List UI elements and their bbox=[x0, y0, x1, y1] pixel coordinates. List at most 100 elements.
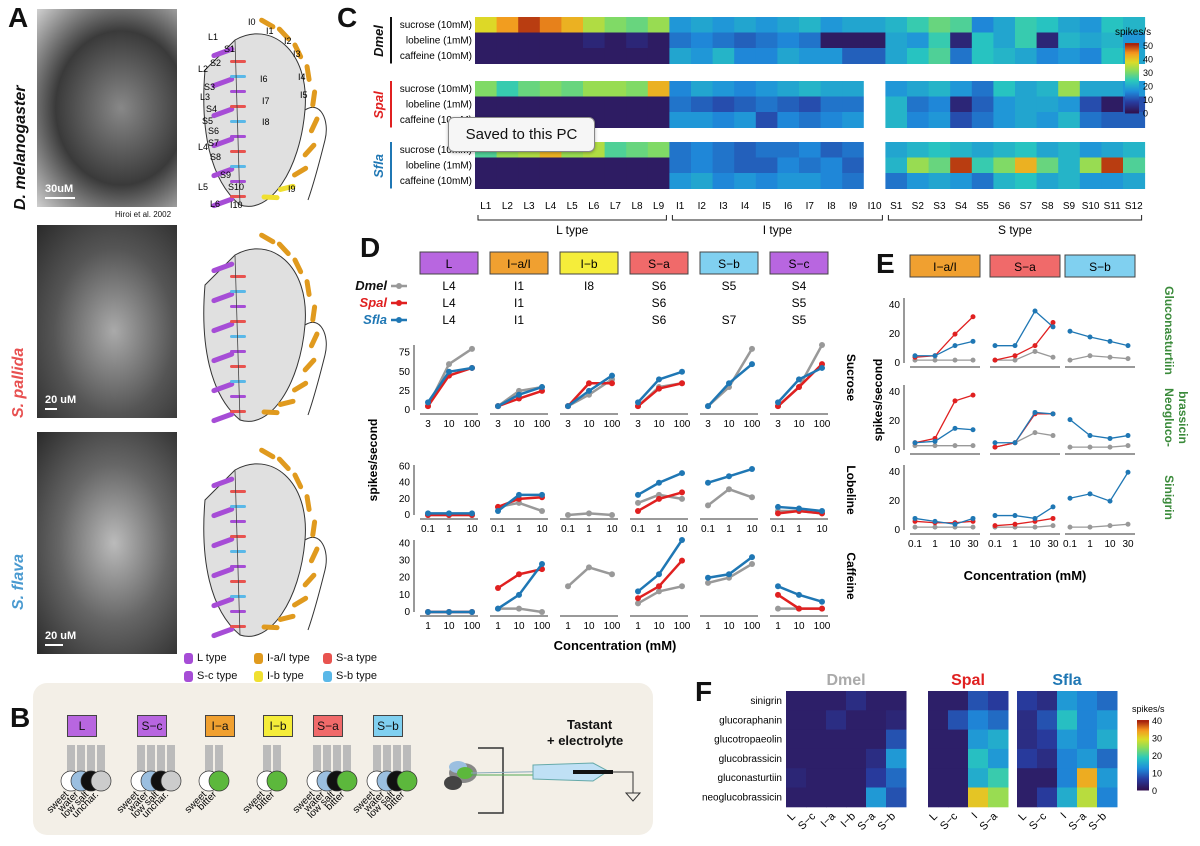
sensillum-l bbox=[211, 291, 235, 304]
e-point bbox=[1087, 334, 1093, 340]
f-cell bbox=[1057, 710, 1078, 731]
neuron bbox=[266, 770, 288, 792]
e-point bbox=[932, 518, 938, 524]
colorbar-seg bbox=[1125, 51, 1139, 54]
d-xtick: 0.1 bbox=[631, 524, 645, 535]
heatmap-cell bbox=[669, 96, 692, 113]
d-point bbox=[679, 368, 685, 375]
f-colorbar-tick: 30 bbox=[1152, 734, 1162, 744]
d-point bbox=[425, 609, 431, 615]
f-colorbar-seg bbox=[1137, 784, 1149, 787]
sensillum-l bbox=[211, 596, 235, 609]
panel-label-a: A bbox=[8, 2, 29, 33]
sensillum-i bbox=[276, 456, 291, 472]
e-point bbox=[1032, 308, 1038, 314]
f-cell bbox=[886, 787, 907, 808]
colorbar-seg bbox=[1125, 87, 1139, 90]
d-xtick: 10 bbox=[466, 524, 478, 535]
sensillum-l bbox=[211, 351, 235, 364]
legend-sb-type: S-b type bbox=[323, 670, 377, 682]
heatmap-cell bbox=[950, 173, 973, 189]
e-point bbox=[992, 440, 998, 446]
scalebar-spal: 20 uM bbox=[45, 394, 77, 406]
d-point bbox=[679, 557, 685, 564]
d-xtick: 1 bbox=[586, 524, 592, 535]
f-cell bbox=[1017, 691, 1038, 711]
d-point bbox=[819, 507, 825, 514]
e-point bbox=[912, 353, 918, 359]
d-point bbox=[679, 489, 685, 496]
e-xtick: 0.1 bbox=[1063, 539, 1077, 550]
colorbar-seg bbox=[1125, 85, 1139, 88]
heatmap-cell bbox=[734, 96, 757, 113]
e-point bbox=[912, 515, 918, 521]
sensillum-i bbox=[261, 409, 280, 416]
legend-sc-type: S-c type bbox=[184, 670, 237, 682]
sensillum-i bbox=[277, 398, 296, 407]
heatmap-cell bbox=[1015, 96, 1038, 113]
heatmap-cell bbox=[539, 96, 562, 113]
colorbar-tick: 10 bbox=[1143, 95, 1153, 105]
e-point bbox=[912, 524, 918, 530]
heatmap-cell bbox=[583, 17, 606, 33]
sensillum-s bbox=[230, 625, 246, 628]
sensillum-label: S3 bbox=[204, 82, 215, 92]
f-cell bbox=[826, 710, 847, 731]
heatmap-col-label: S7 bbox=[1020, 201, 1033, 212]
heatmap-cell bbox=[820, 81, 843, 97]
d-xtick: 10 bbox=[653, 621, 665, 632]
sensillum-s bbox=[230, 610, 246, 613]
colorbar-seg bbox=[1125, 81, 1139, 84]
colorbar-tick: 20 bbox=[1143, 81, 1153, 91]
saved-to-pc-tooltip[interactable]: Saved to this PC bbox=[448, 117, 595, 152]
f-colorbar-seg bbox=[1137, 768, 1149, 771]
e-tag bbox=[909, 254, 981, 278]
f-colorbar-seg bbox=[1137, 766, 1149, 769]
colorbar-tick: 50 bbox=[1143, 41, 1153, 51]
heatmap-cell bbox=[907, 157, 930, 174]
heatmap-cell bbox=[950, 48, 973, 64]
e-point bbox=[1032, 515, 1038, 521]
f-cell bbox=[826, 748, 847, 769]
f-group-label: Dmel bbox=[826, 672, 865, 689]
d-xtick: 1 bbox=[446, 524, 452, 535]
scalebar-sfla: 20 uM bbox=[45, 630, 77, 642]
e-xtick: 10 bbox=[1104, 539, 1116, 550]
e-point bbox=[932, 438, 938, 444]
d-xtick: 100 bbox=[744, 621, 761, 632]
e-ytick: 40 bbox=[889, 387, 901, 398]
heatmap-cell bbox=[993, 96, 1016, 113]
sensillum-l bbox=[211, 536, 235, 549]
d-point bbox=[679, 380, 685, 387]
e-point bbox=[1125, 356, 1131, 362]
sensillum-i bbox=[292, 380, 309, 393]
d-point bbox=[775, 605, 781, 612]
heatmap-col-label: S3 bbox=[933, 201, 946, 212]
dendrite bbox=[137, 745, 145, 775]
sensillum-i bbox=[259, 17, 276, 30]
type-label: I type bbox=[763, 223, 793, 237]
heatmap-cell bbox=[691, 157, 714, 174]
heatmap-cell bbox=[842, 112, 865, 128]
f-cell bbox=[1077, 748, 1098, 769]
f-cell bbox=[886, 710, 907, 731]
heatmap-cell bbox=[1036, 157, 1059, 174]
e-tag bbox=[1064, 254, 1136, 278]
e-point bbox=[1087, 353, 1093, 359]
d-point bbox=[679, 495, 685, 502]
sensillum-i bbox=[302, 142, 317, 158]
heatmap-cell bbox=[863, 48, 886, 64]
sensillum-label: L1 bbox=[208, 32, 218, 42]
neuron bbox=[90, 770, 112, 792]
d-row-label: Lobeline bbox=[844, 465, 858, 515]
sensillum-label: I6 bbox=[260, 74, 268, 84]
heatmap-cell bbox=[1058, 157, 1081, 174]
sensillum-i bbox=[308, 331, 320, 349]
heatmap-col-label: L5 bbox=[567, 201, 579, 212]
f-cell bbox=[948, 710, 969, 731]
e-ytick: 20 bbox=[889, 496, 901, 507]
d-point bbox=[705, 574, 711, 581]
d-xlabel: Concentration (mM) bbox=[554, 638, 677, 653]
d-ytick: 10 bbox=[399, 590, 411, 601]
heatmap-cell bbox=[1123, 142, 1146, 158]
